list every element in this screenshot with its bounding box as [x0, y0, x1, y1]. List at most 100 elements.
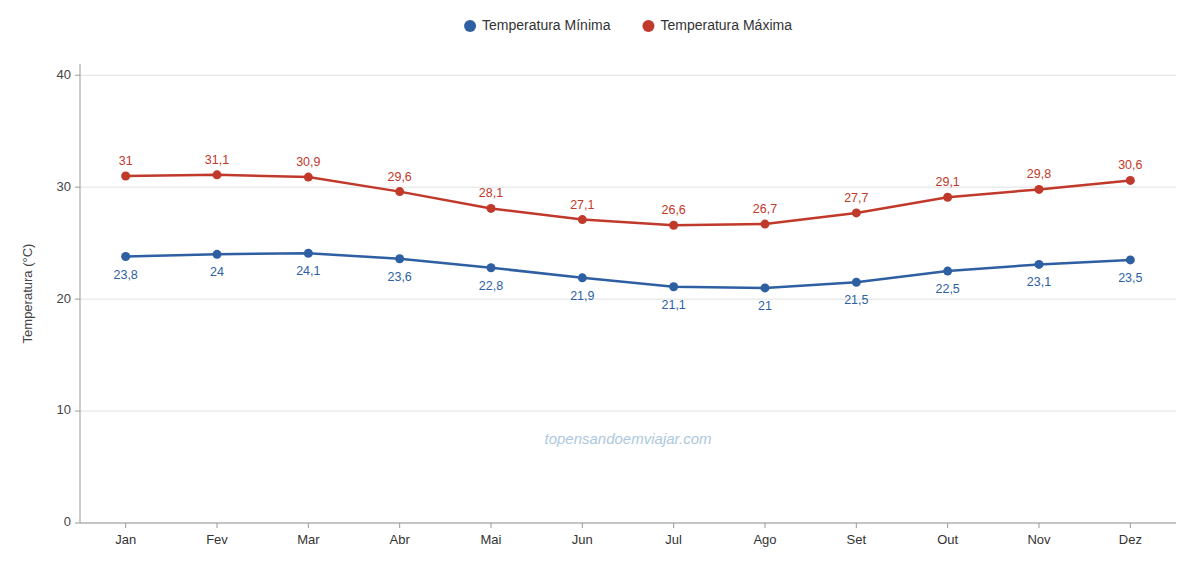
data-label: 27,1: [570, 198, 594, 212]
series-point: [1126, 255, 1135, 264]
data-label: 22,5: [935, 282, 959, 296]
x-tick: [947, 523, 948, 528]
x-tick-label: Abr: [390, 532, 411, 547]
series-point: [943, 267, 952, 276]
series-point: [487, 263, 496, 272]
x-tick: [399, 523, 400, 528]
y-tick-label: 40: [57, 67, 71, 82]
x-tick-label: Fev: [206, 532, 228, 547]
series-point: [852, 208, 861, 217]
series-point: [943, 193, 952, 202]
chart-container: 010203040JanFevMarAbrMaiJunJulAgoSetOutN…: [0, 0, 1200, 567]
series-point: [395, 254, 404, 263]
legend-swatch: [464, 20, 476, 32]
series-point: [304, 173, 313, 182]
series-point: [1126, 176, 1135, 185]
series-point: [487, 204, 496, 213]
data-label: 29,6: [387, 170, 411, 184]
data-label: 29,8: [1027, 167, 1051, 181]
x-tick-label: Nov: [1027, 532, 1051, 547]
grid-line: [80, 299, 1176, 300]
x-tick: [1039, 523, 1040, 528]
legend-swatch: [642, 20, 654, 32]
y-tick: [75, 187, 80, 188]
x-tick-label: Out: [937, 532, 958, 547]
y-axis-label: Temperatura (°C): [20, 244, 35, 344]
x-tick-label: Jan: [115, 532, 136, 547]
x-tick: [765, 523, 766, 528]
y-tick: [75, 75, 80, 76]
data-label: 28,1: [479, 186, 503, 200]
data-label: 24,1: [296, 264, 320, 278]
y-tick: [75, 523, 80, 524]
x-tick: [673, 523, 674, 528]
grid-line: [80, 523, 1176, 524]
series-point: [121, 171, 130, 180]
x-tick: [582, 523, 583, 528]
series-point: [578, 273, 587, 282]
y-tick: [75, 299, 80, 300]
series-point: [669, 282, 678, 291]
series-point: [121, 252, 130, 261]
x-tick-label: Dez: [1119, 532, 1142, 547]
series-point: [1035, 185, 1044, 194]
data-label: 23,1: [1027, 275, 1051, 289]
data-label: 23,6: [387, 270, 411, 284]
series-point: [213, 250, 222, 259]
x-tick-label: Mar: [297, 532, 320, 547]
legend-label: Temperatura Máxima: [660, 17, 792, 33]
watermark: topensandoemviajar.com: [544, 430, 711, 447]
series-point: [578, 215, 587, 224]
grid-line: [80, 187, 1176, 188]
legend-item: Temperatura Máxima: [642, 17, 792, 33]
x-tick-label: Set: [847, 532, 867, 547]
y-tick-label: 10: [57, 402, 71, 417]
data-label: 21,1: [661, 298, 685, 312]
data-label: 21,9: [570, 289, 594, 303]
series-point: [1035, 260, 1044, 269]
legend-label: Temperatura Mínima: [482, 17, 611, 33]
series-point: [304, 249, 313, 258]
grid-line: [80, 411, 1176, 412]
y-tick-label: 30: [57, 179, 71, 194]
x-tick-label: Ago: [753, 532, 776, 547]
series-point: [213, 170, 222, 179]
y-tick-label: 0: [64, 514, 71, 529]
series-point: [761, 283, 770, 292]
x-tick-label: Jun: [572, 532, 593, 547]
x-tick: [217, 523, 218, 528]
legend-item: Temperatura Mínima: [464, 17, 611, 33]
legend: Temperatura Mínima Temperatura Máxima: [464, 17, 792, 33]
grid-line: [80, 75, 1176, 76]
y-axis-line: [80, 64, 81, 523]
data-label: 26,6: [661, 203, 685, 217]
data-label: 30,9: [296, 155, 320, 169]
x-tick: [1130, 523, 1131, 528]
data-label: 23,5: [1118, 271, 1142, 285]
data-label: 21: [758, 299, 772, 313]
x-tick-label: Mai: [481, 532, 502, 547]
data-label: 29,1: [935, 175, 959, 189]
data-label: 31,1: [205, 153, 229, 167]
x-tick: [308, 523, 309, 528]
series-line: [126, 175, 1131, 225]
data-label: 27,7: [844, 191, 868, 205]
series-point: [395, 187, 404, 196]
y-tick: [75, 411, 80, 412]
x-tick: [491, 523, 492, 528]
data-label: 23,8: [113, 268, 137, 282]
x-axis-line: [80, 523, 1176, 524]
data-label: 26,7: [753, 202, 777, 216]
series-point: [852, 278, 861, 287]
y-grid: 010203040: [57, 67, 1176, 530]
data-label: 24: [210, 265, 224, 279]
series-point: [761, 220, 770, 229]
series-line: [126, 253, 1131, 288]
data-label: 22,8: [479, 279, 503, 293]
data-labels: 23,8 24 24,1 23,6 22,8 21,9 21,1 21 21,5 22,5 23,1…: [113, 153, 1142, 313]
x-tick: [856, 523, 857, 528]
chart: 010203040JanFevMarAbrMaiJunJulAgoSetOutN…: [0, 0, 1200, 567]
plot-marks: [121, 170, 1135, 292]
data-label: 21,5: [844, 293, 868, 307]
x-tick-label: Jul: [665, 532, 682, 547]
